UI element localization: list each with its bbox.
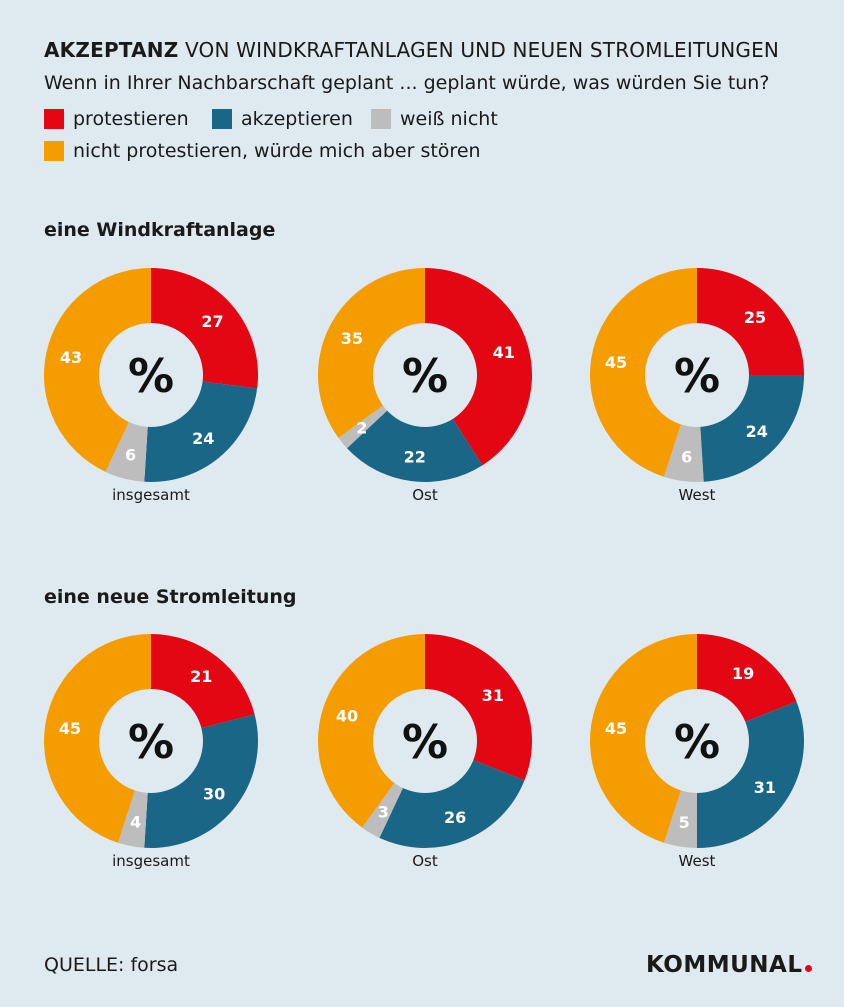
data-label-nicht-protestieren: 35 [341, 329, 363, 348]
legend-swatch-protestieren [44, 109, 64, 129]
chart-subtitle: Wenn in Ihrer Nachbarschaft geplant ... … [44, 72, 770, 94]
data-label-protestieren: 41 [493, 343, 515, 362]
legend-swatch-akzeptieren [212, 109, 232, 129]
donut-chart: % 41 22 2 35 Ost [310, 260, 540, 520]
source-note: QUELLE: forsa [44, 954, 179, 976]
data-label-weiss-nicht: 6 [681, 447, 692, 466]
slice-nicht-protestieren [590, 634, 697, 843]
percent-symbol: % [402, 715, 448, 769]
donut-caption: Ost [412, 486, 438, 504]
donut-chart: % 25 24 6 45 West [582, 260, 812, 520]
data-label-akzeptieren: 26 [444, 808, 466, 827]
section-title-windkraft: eine Windkraftanlage [44, 219, 276, 241]
percent-symbol: % [128, 349, 174, 403]
donut-svg: % 25 24 6 45 [590, 268, 804, 482]
donut-hole [99, 323, 203, 427]
data-label-weiss-nicht: 2 [356, 418, 367, 437]
legend-item-akzeptieren: akzeptieren [212, 108, 353, 130]
donut-caption: Ost [412, 852, 438, 870]
percent-symbol: % [674, 715, 720, 769]
donut-svg: % 19 31 5 45 [590, 634, 804, 848]
donut-svg: % 31 26 3 40 [318, 634, 532, 848]
data-label-weiss-nicht: 5 [679, 813, 690, 832]
slice-nicht-protestieren [44, 634, 151, 843]
logo-dot [804, 965, 812, 972]
data-label-protestieren: 19 [732, 664, 754, 683]
slice-nicht-protestieren [318, 268, 425, 438]
section-title-stromleitung: eine neue Stromleitung [44, 586, 297, 608]
legend-item-nicht-protestieren: nicht protestieren, würde mich aber stör… [44, 140, 481, 162]
data-label-nicht-protestieren: 45 [605, 353, 627, 372]
donut-chart: % 31 26 3 40 Ost [310, 626, 540, 886]
donut-caption: insgesamt [112, 486, 190, 504]
percent-symbol: % [402, 349, 448, 403]
data-label-weiss-nicht: 4 [130, 813, 141, 832]
data-label-protestieren: 25 [744, 308, 766, 327]
slice-nicht-protestieren [43, 268, 151, 472]
donut-chart: % 27 24 6 43 insgesamt [36, 260, 266, 520]
percent-symbol: % [674, 349, 720, 403]
donut-hole [373, 323, 477, 427]
data-label-weiss-nicht: 6 [125, 445, 136, 464]
data-label-weiss-nicht: 3 [378, 803, 389, 822]
data-label-protestieren: 31 [482, 686, 504, 705]
donut-hole [373, 689, 477, 793]
donut-chart: % 21 30 4 45 insgesamt [36, 626, 266, 886]
donut-caption: insgesamt [112, 852, 190, 870]
data-label-akzeptieren: 30 [203, 784, 225, 803]
donut-svg: % 27 24 6 43 [43, 268, 258, 482]
logo-text: KOMMUNAL [646, 952, 803, 978]
data-label-akzeptieren: 24 [192, 429, 214, 448]
data-label-protestieren: 27 [201, 312, 223, 331]
legend-label: weiß nicht [400, 108, 498, 130]
legend-item-protestieren: protestieren [44, 108, 189, 130]
data-label-nicht-protestieren: 45 [605, 719, 627, 738]
chart-title-rest: VON WINDKRAFTANLAGEN UND NEUEN STROMLEIT… [178, 38, 780, 62]
slice-nicht-protestieren [318, 634, 425, 828]
donut-hole [99, 689, 203, 793]
legend-label: akzeptieren [241, 108, 353, 130]
data-label-akzeptieren: 24 [746, 422, 768, 441]
donut-caption: West [678, 852, 716, 870]
legend-swatch-weiss-nicht [371, 109, 391, 129]
data-label-nicht-protestieren: 43 [60, 348, 82, 367]
data-label-nicht-protestieren: 45 [59, 719, 81, 738]
percent-symbol: % [128, 715, 174, 769]
slice-nicht-protestieren [590, 268, 697, 477]
legend-label: protestieren [73, 108, 189, 130]
legend-swatch-nicht-protestieren [44, 141, 64, 161]
donut-hole [645, 323, 749, 427]
data-label-akzeptieren: 22 [404, 447, 426, 466]
slice-akzeptieren [347, 375, 483, 482]
legend-item-weiss-nicht: weiß nicht [371, 108, 498, 130]
legend-label: nicht protestieren, würde mich aber stör… [73, 140, 481, 162]
data-label-nicht-protestieren: 40 [336, 707, 358, 726]
chart-title: AKZEPTANZ VON WINDKRAFTANLAGEN UND NEUEN… [44, 38, 779, 62]
data-label-akzeptieren: 31 [754, 778, 776, 797]
chart-title-bold: AKZEPTANZ [44, 38, 179, 62]
donut-caption: West [678, 486, 716, 504]
donut-hole [645, 689, 749, 793]
donut-svg: % 21 30 4 45 [44, 634, 258, 848]
donut-chart: % 19 31 5 45 West [582, 626, 812, 886]
kommunal-logo: KOMMUNAL [646, 952, 812, 978]
data-label-protestieren: 21 [190, 667, 212, 686]
